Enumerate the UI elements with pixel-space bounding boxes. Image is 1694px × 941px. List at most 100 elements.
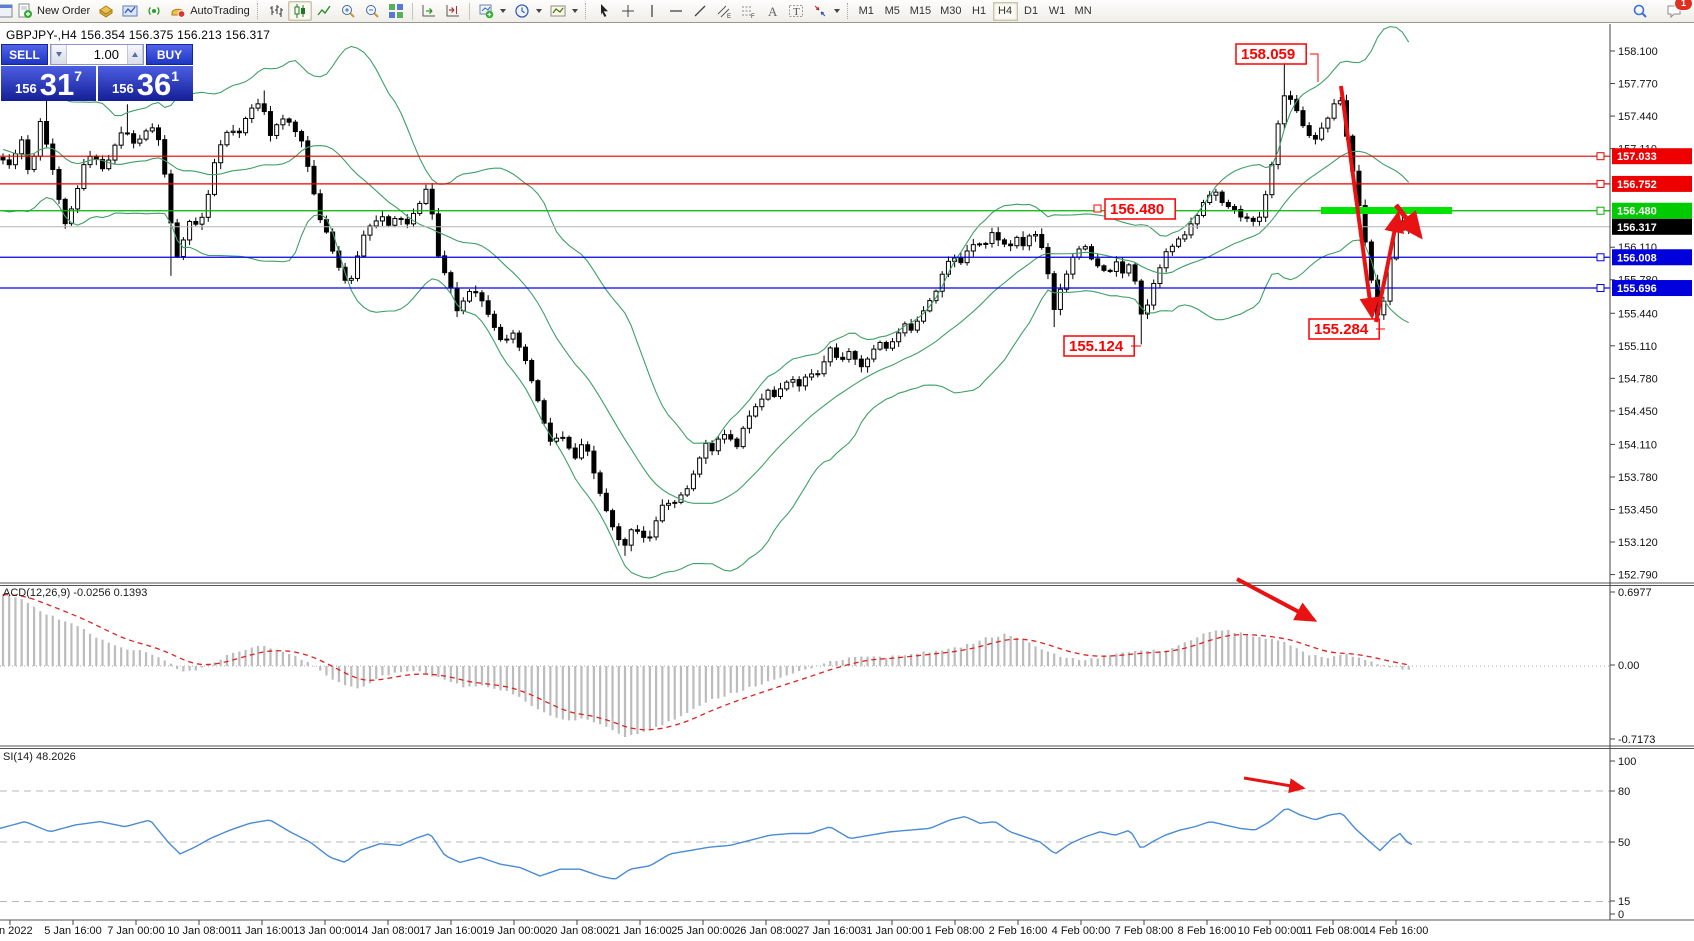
toolbar-separator	[584, 3, 589, 19]
search-button[interactable]	[1628, 1, 1652, 21]
svg-text:7 Jan 00:00: 7 Jan 00:00	[107, 925, 165, 937]
chart-shift-button[interactable]	[441, 1, 465, 21]
signals-button[interactable]	[142, 1, 166, 21]
trendline-tool-button[interactable]	[688, 1, 712, 21]
horizontal-level-lines[interactable]	[0, 152, 1610, 293]
zoom-in-button[interactable]	[336, 1, 360, 21]
timeframe-button-m5[interactable]: M5	[880, 2, 905, 21]
toolbar-separator	[411, 2, 413, 20]
timeframe-button-d1[interactable]: D1	[1019, 2, 1044, 21]
text-tool-button[interactable]: A	[760, 1, 784, 21]
vertical-line-tool-button[interactable]	[640, 1, 664, 21]
svg-text:31 Jan 00:00: 31 Jan 00:00	[860, 925, 924, 937]
svg-text:158.100: 158.100	[1618, 46, 1658, 58]
svg-text:5 Jan 16:00: 5 Jan 16:00	[44, 925, 102, 937]
sell-button[interactable]: SELL	[1, 44, 48, 65]
timeframe-button-m30[interactable]: M30	[936, 2, 965, 21]
trend-arrows[interactable]	[1236, 85, 1423, 794]
svg-text:13 Jan 00:00: 13 Jan 00:00	[293, 925, 357, 937]
arrows-tool-button[interactable]	[808, 1, 844, 21]
chevron-down-icon	[833, 9, 840, 13]
chevron-down-icon	[499, 9, 506, 13]
price-annotation-box	[1104, 198, 1176, 220]
svg-text:10 Jan 08:00: 10 Jan 08:00	[167, 925, 231, 937]
svg-text:155.284: 155.284	[1314, 321, 1369, 338]
text-label-tool-button[interactable]: T	[784, 1, 808, 21]
volume-increase-button[interactable]	[127, 45, 143, 64]
svg-text:21 Jan 16:00: 21 Jan 16:00	[608, 925, 672, 937]
cursor-tool-button[interactable]	[592, 1, 616, 21]
new-order-button[interactable]: New Order	[13, 1, 94, 21]
svg-text:155.110: 155.110	[1618, 341, 1657, 353]
svg-text:155.696: 155.696	[1617, 283, 1657, 295]
svg-text:20 Jan 08:00: 20 Jan 08:00	[545, 925, 609, 937]
svg-text:17 Jan 16:00: 17 Jan 16:00	[419, 925, 483, 937]
svg-text:153.120: 153.120	[1618, 537, 1658, 549]
periods-button[interactable]	[510, 1, 546, 21]
toolbar-right-icons: 1	[1628, 0, 1693, 21]
timeframe-button-h4[interactable]: H4	[992, 1, 1018, 21]
buy-price-button[interactable]: 156 36 1	[98, 66, 193, 101]
chevron-down-icon	[571, 9, 578, 13]
zoom-out-button[interactable]	[360, 1, 384, 21]
svg-text:155.124: 155.124	[1069, 338, 1124, 355]
timeframe-button-w1[interactable]: W1	[1045, 2, 1070, 21]
equidistant-channel-tool-button[interactable]: E	[712, 1, 736, 21]
svg-text:4 Feb 00:00: 4 Feb 00:00	[1052, 925, 1111, 937]
crosshair-tool-button[interactable]	[616, 1, 640, 21]
svg-text:10 Feb 00:00: 10 Feb 00:00	[1238, 925, 1303, 937]
timeframe-button-m15[interactable]: M15	[906, 2, 935, 21]
svg-text:F: F	[751, 14, 755, 19]
sell-price-button[interactable]: 156 31 7	[1, 66, 96, 101]
horizontal-line-tool-button[interactable]	[664, 1, 688, 21]
svg-text:153.450: 153.450	[1618, 504, 1658, 516]
chart-ohlc-header: GBPJPY-,H4 156.354 156.375 156.213 156.3…	[6, 28, 271, 42]
fibonacci-tool-button[interactable]: F	[736, 1, 760, 21]
new-chart-button[interactable]	[474, 1, 510, 21]
auto-scroll-button[interactable]	[417, 1, 441, 21]
bar-chart-button[interactable]	[264, 1, 288, 21]
sell-price-big: 31	[39, 67, 75, 102]
red-arrow	[1243, 776, 1306, 794]
svg-text:14 Jan 08:00: 14 Jan 08:00	[356, 925, 420, 937]
buy-button[interactable]: BUY	[146, 44, 193, 65]
templates-button[interactable]	[546, 1, 582, 21]
green-highlight-zone[interactable]	[1321, 207, 1452, 214]
volume-input[interactable]: 1.00	[93, 47, 119, 62]
timeframe-button-mn[interactable]: MN	[1071, 2, 1096, 21]
svg-text:158.059: 158.059	[1241, 46, 1295, 63]
chat-notification-badge[interactable]: 1	[1674, 0, 1693, 11]
line-chart-button[interactable]	[312, 1, 336, 21]
svg-text:A: A	[768, 4, 778, 19]
sell-price-sup: 7	[74, 68, 82, 84]
red-arrow	[1236, 577, 1318, 622]
svg-text:157.770: 157.770	[1618, 79, 1658, 91]
svg-text:14 Feb 16:00: 14 Feb 16:00	[1364, 925, 1429, 937]
panel-separators	[0, 582, 1694, 921]
timeframe-button-h1[interactable]: H1	[967, 2, 992, 21]
candlestick-chart-button[interactable]	[287, 1, 312, 21]
toolbar-separator	[256, 3, 261, 19]
red-arrow	[1394, 203, 1423, 240]
toolbar-separator	[846, 3, 851, 19]
price-annotations[interactable]: 158.059 156.480 155.284 155.124	[1063, 43, 1385, 357]
price-annotation-box	[1235, 43, 1307, 65]
bollinger-bands	[2, 26, 1410, 579]
svg-text:2 Feb 16:00: 2 Feb 16:00	[989, 925, 1048, 937]
wallet-button[interactable]	[94, 1, 118, 21]
svg-text:T: T	[793, 6, 800, 18]
svg-text:27 Jan 16:00: 27 Jan 16:00	[797, 925, 861, 937]
red-arrow	[1339, 85, 1380, 320]
tile-windows-button[interactable]	[384, 1, 408, 21]
svg-text:11 Feb 08:00: 11 Feb 08:00	[1301, 925, 1365, 937]
volume-decrease-button[interactable]	[51, 45, 67, 64]
svg-text:154.450: 154.450	[1618, 406, 1658, 418]
terminal-button[interactable]	[118, 1, 142, 21]
svg-text:26 Jan 08:00: 26 Jan 08:00	[734, 925, 798, 937]
svg-text:-0.7173: -0.7173	[1618, 734, 1655, 746]
timeframe-button-m1[interactable]: M1	[854, 2, 879, 21]
autotrading-button[interactable]: AutoTrading	[166, 1, 254, 21]
svg-text:11 Jan 16:00: 11 Jan 16:00	[231, 925, 294, 937]
svg-text:0.6977: 0.6977	[1618, 587, 1652, 599]
